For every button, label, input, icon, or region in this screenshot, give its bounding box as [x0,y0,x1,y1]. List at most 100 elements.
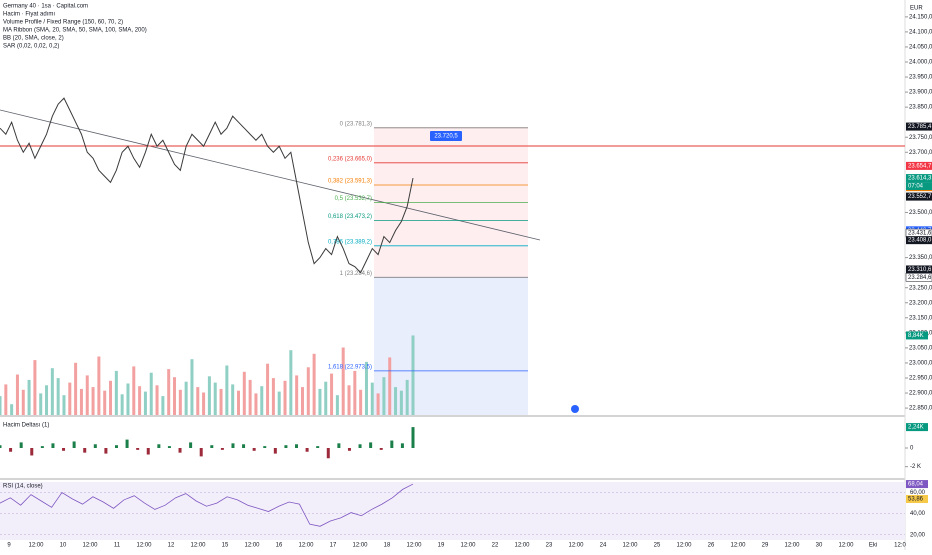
x-tick-label: 10 [60,543,67,549]
volume-tag [906,331,928,340]
delta-bar [231,443,235,448]
price-tag-label: 23.654,7 [908,163,932,169]
volume-bar [347,385,351,415]
volume-bar [330,373,334,415]
volume-bar [109,380,113,415]
delta-bar [9,448,13,452]
delta-bar [146,448,150,455]
price-tag [906,174,932,183]
price-tag-label: 23.431,6 [908,231,932,237]
volume-bar [0,396,2,415]
delta-bar [62,448,66,451]
delta-bar [337,443,341,448]
x-tick-label: 19 [438,543,445,549]
volume-bar [39,393,43,415]
volume-bar [138,386,142,415]
volume-bar [318,388,322,415]
price-tag [906,122,932,131]
x-tick-label: 12:00 [136,543,152,549]
volume-bar [376,393,380,415]
volume-bar [341,347,345,415]
delta-bar [72,441,76,448]
symbol: Germany 40 · 1sa · Capital.com [3,4,88,10]
fib-box [374,127,528,277]
fib-label: 0,786 (23.389,2) [328,239,372,245]
volume-bar [364,361,368,415]
delta-bar [305,448,309,452]
delta-bar [19,442,23,448]
volume-bar [178,389,182,415]
delta-bar [30,448,34,456]
y-tick-label: 23.750,0 [909,135,932,141]
y-tick-label: 60,00 [910,490,926,496]
y-tick-label: 23.500,0 [909,210,932,216]
countdown-tag [906,182,932,191]
y-tick-label: 23.000,0 [909,361,932,367]
volume-bar [388,357,392,415]
fib-label: 1,618 (22.973,5) [328,364,372,370]
x-tick-label: 16 [276,543,283,549]
delta-bar [114,445,118,448]
volume-bar [62,395,66,415]
x-tick-label: 12:00 [784,543,800,549]
volume-bar [202,392,206,415]
delta-bar [316,446,320,448]
y-tick-label: 23.050,0 [909,345,932,351]
volume-bar [248,379,252,415]
y-tick-label: 24.000,0 [909,60,932,66]
delta-bar [210,445,214,448]
countdown: 07:04 [908,184,924,190]
y-tick-label: 0 [910,446,914,452]
x-tick-label: 12:00 [622,543,638,549]
x-tick-label: 12:00 [298,543,314,549]
x-tick-label: 12:00 [568,543,584,549]
y-tick-label: 23.950,0 [909,75,932,81]
delta-tag-label: 2,24K [908,425,924,431]
delta-bar [125,439,129,448]
volume-bar [394,387,398,415]
trend-line [0,109,541,241]
volume-bar [114,370,118,415]
volume-bar [173,377,177,415]
delta-bar [379,448,383,450]
x-tick-label: 12:00 [190,543,206,549]
delta-bar [157,444,161,448]
fib-label: 0,5 (23.532,7) [335,196,372,202]
x-tick-label: 9 [7,543,11,549]
volume-bar [97,356,101,415]
volume-bar [50,368,54,415]
delta-bar [51,443,55,448]
delta-bar [295,444,299,448]
delta-bar [199,448,203,457]
volume-bar [411,335,415,415]
price-tag [906,192,932,201]
x-tick-label: 24 [600,543,607,549]
volume-bar [300,387,304,415]
y-tick-label: 40,00 [910,511,926,517]
delta-bar [167,446,171,448]
delta-bar [104,448,108,454]
volume-bar [405,379,409,415]
volume-bar [260,386,264,415]
delta-bar [411,427,415,448]
y-tick-label: 22.900,0 [909,391,932,397]
volume-bar [68,382,72,415]
price-tag-label: 23.785,4 [908,124,932,130]
delta-bar [220,448,224,450]
volume-bar [15,374,19,415]
volume-bar [120,394,124,415]
target-box [374,277,528,415]
volume-bar [10,404,14,415]
delta-bar [242,444,246,448]
fib-label: 0 (23.781,3) [340,121,372,127]
volume-bar [155,385,159,415]
delta-bar [252,448,256,451]
rsi-tag [906,495,928,504]
x-tick-label: 12:00 [730,543,746,549]
event-icon[interactable] [571,405,579,413]
volume-bar [382,377,386,415]
volume-bar [184,381,188,415]
fib-label: 1 (23.284,6) [340,271,372,277]
delta-bar [189,442,193,448]
